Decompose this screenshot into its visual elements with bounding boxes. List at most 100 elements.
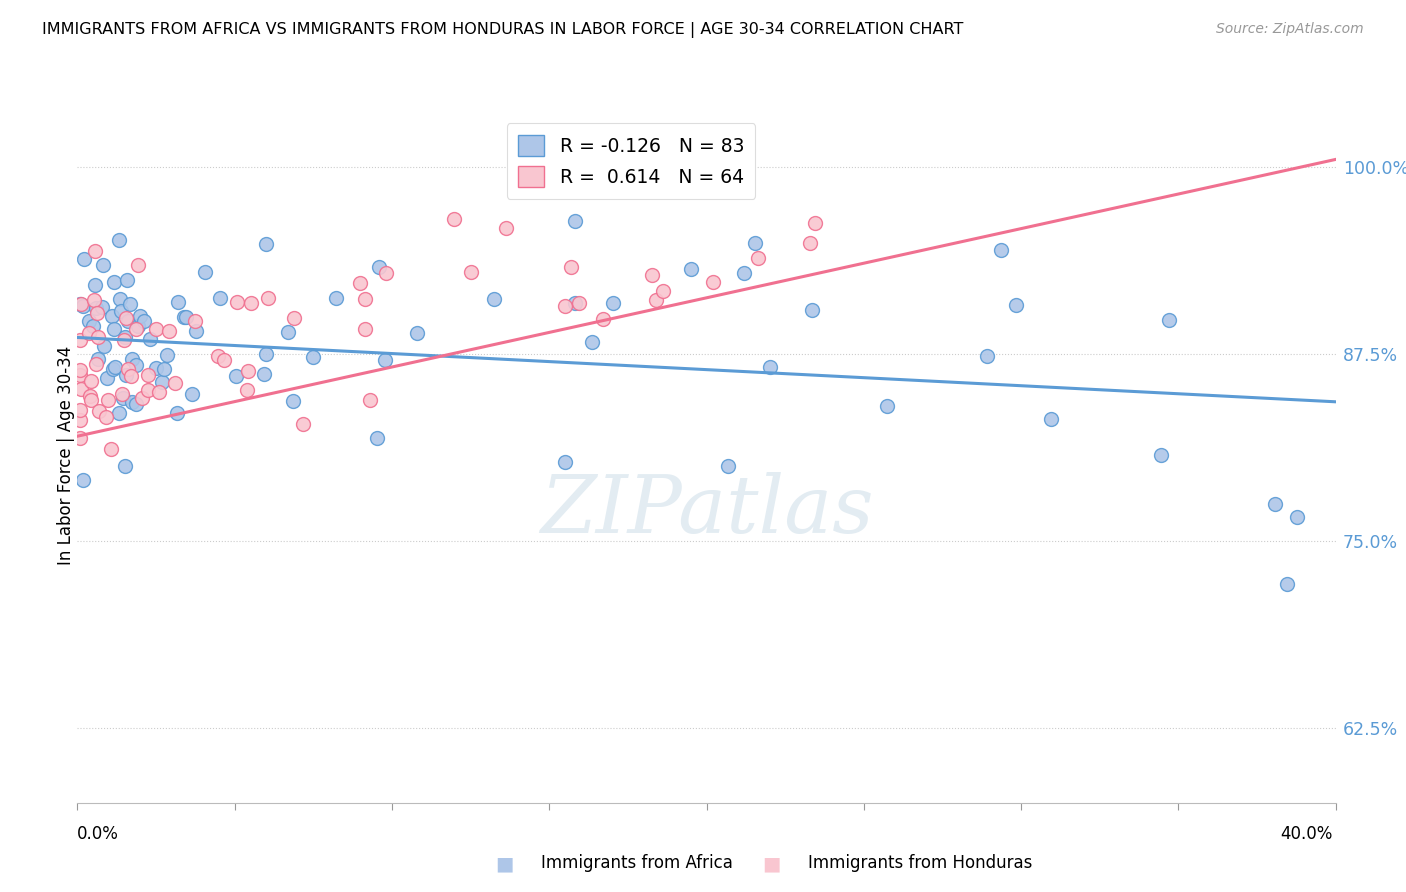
Point bbox=[91, 258, 114, 272]
Point bbox=[554, 454, 576, 468]
Point bbox=[72, 473, 94, 487]
Point bbox=[89, 403, 111, 417]
Point bbox=[77, 314, 100, 328]
Point bbox=[101, 361, 124, 376]
Point bbox=[111, 391, 134, 405]
Point bbox=[209, 291, 232, 305]
Point bbox=[359, 393, 381, 408]
Point bbox=[100, 309, 122, 323]
Point bbox=[114, 368, 136, 383]
Point bbox=[733, 266, 755, 280]
Point bbox=[253, 367, 276, 381]
Text: ■: ■ bbox=[762, 854, 780, 873]
Point bbox=[163, 376, 186, 390]
Text: Immigrants from Honduras: Immigrants from Honduras bbox=[808, 855, 1033, 872]
Point bbox=[277, 326, 299, 340]
Point bbox=[125, 322, 148, 336]
Point bbox=[167, 295, 190, 310]
Point bbox=[568, 295, 591, 310]
Point bbox=[117, 361, 139, 376]
Point bbox=[69, 333, 91, 347]
Point bbox=[83, 293, 105, 308]
Point bbox=[366, 431, 388, 445]
Point bbox=[801, 302, 824, 317]
Point bbox=[186, 324, 208, 338]
Point bbox=[84, 277, 107, 292]
Point bbox=[72, 299, 94, 313]
Point bbox=[97, 393, 120, 408]
Point bbox=[554, 299, 576, 313]
Point bbox=[69, 402, 91, 417]
Point bbox=[257, 291, 280, 305]
Point bbox=[758, 359, 780, 374]
Point bbox=[138, 332, 160, 346]
Point bbox=[72, 252, 94, 266]
Point bbox=[70, 296, 93, 310]
Point bbox=[564, 296, 586, 310]
Point bbox=[111, 387, 134, 401]
Point bbox=[80, 374, 103, 388]
Point bbox=[240, 296, 263, 310]
Point bbox=[225, 295, 247, 310]
Point bbox=[744, 235, 766, 250]
Point bbox=[128, 309, 150, 323]
Point bbox=[225, 368, 247, 383]
Point bbox=[79, 389, 101, 403]
Point bbox=[1004, 298, 1026, 312]
Point bbox=[114, 330, 136, 344]
Point bbox=[349, 276, 371, 290]
Point bbox=[325, 291, 347, 305]
Point bbox=[69, 368, 91, 383]
Point bbox=[69, 413, 91, 427]
Point bbox=[1150, 448, 1173, 462]
Point bbox=[602, 295, 624, 310]
Point bbox=[80, 392, 103, 407]
Point bbox=[84, 301, 107, 315]
Text: Source: ZipAtlas.com: Source: ZipAtlas.com bbox=[1216, 22, 1364, 37]
Point bbox=[93, 339, 115, 353]
Point bbox=[120, 368, 142, 383]
Point bbox=[69, 382, 91, 396]
Point bbox=[176, 310, 198, 324]
Point bbox=[150, 375, 173, 389]
Point bbox=[127, 319, 149, 334]
Point bbox=[1275, 576, 1298, 591]
Point bbox=[804, 216, 827, 230]
Point bbox=[207, 349, 229, 363]
Point bbox=[114, 311, 136, 326]
Point bbox=[87, 330, 110, 344]
Point bbox=[645, 293, 668, 307]
Point bbox=[283, 311, 305, 326]
Point bbox=[368, 260, 391, 275]
Point bbox=[702, 276, 724, 290]
Point bbox=[115, 273, 138, 287]
Text: ZIPatlas: ZIPatlas bbox=[540, 472, 873, 549]
Y-axis label: In Labor Force | Age 30-34: In Labor Force | Age 30-34 bbox=[58, 345, 75, 565]
Point bbox=[127, 258, 149, 272]
Point bbox=[120, 297, 142, 311]
Point bbox=[592, 312, 614, 326]
Point bbox=[254, 347, 277, 361]
Point bbox=[254, 237, 277, 252]
Point bbox=[173, 310, 195, 324]
Point bbox=[136, 383, 159, 397]
Point bbox=[184, 314, 207, 328]
Point bbox=[976, 349, 998, 363]
Point bbox=[124, 397, 146, 411]
Point bbox=[799, 235, 821, 250]
Point bbox=[82, 319, 104, 334]
Point bbox=[236, 383, 259, 397]
Point bbox=[1286, 510, 1309, 524]
Point bbox=[495, 220, 517, 235]
Point bbox=[353, 292, 375, 306]
Point bbox=[166, 406, 188, 420]
Point bbox=[117, 313, 139, 327]
Point bbox=[302, 350, 325, 364]
Point bbox=[156, 348, 179, 362]
Point bbox=[443, 211, 465, 226]
Point bbox=[124, 358, 146, 372]
Text: 0.0%: 0.0% bbox=[77, 825, 120, 843]
Point bbox=[990, 243, 1012, 257]
Point bbox=[84, 244, 107, 258]
Point bbox=[214, 353, 236, 368]
